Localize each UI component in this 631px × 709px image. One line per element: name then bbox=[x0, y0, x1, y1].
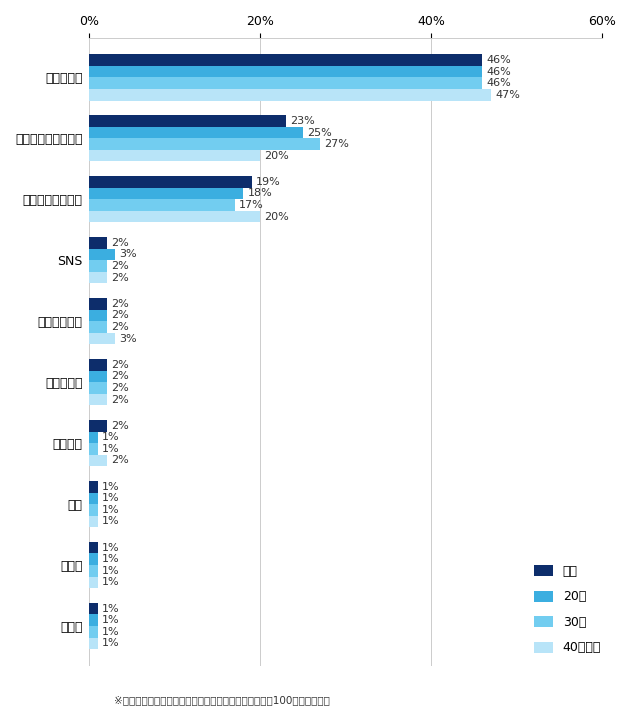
Text: 1%: 1% bbox=[102, 577, 120, 588]
Bar bbox=[90, 493, 98, 504]
Bar bbox=[90, 188, 243, 199]
Text: 19%: 19% bbox=[256, 177, 281, 187]
Text: 1%: 1% bbox=[102, 542, 120, 553]
Bar bbox=[90, 637, 98, 649]
Bar bbox=[90, 554, 98, 565]
Text: 2%: 2% bbox=[111, 238, 129, 248]
Text: 1%: 1% bbox=[102, 638, 120, 649]
Text: 18%: 18% bbox=[247, 189, 272, 199]
Text: 1%: 1% bbox=[102, 493, 120, 503]
Bar bbox=[90, 515, 98, 527]
Text: 2%: 2% bbox=[111, 322, 129, 332]
Bar bbox=[90, 89, 491, 101]
Text: 27%: 27% bbox=[324, 139, 350, 149]
Bar bbox=[90, 359, 107, 371]
Bar bbox=[90, 298, 107, 310]
Bar bbox=[90, 371, 107, 382]
Bar bbox=[90, 626, 98, 637]
Bar bbox=[90, 310, 107, 321]
Bar bbox=[90, 576, 98, 588]
Bar bbox=[90, 504, 98, 515]
Text: 2%: 2% bbox=[111, 261, 129, 271]
Bar bbox=[90, 432, 98, 443]
Text: ※小数点以下を四捨五入しているため、必ずしも合計が100にならない。: ※小数点以下を四捨五入しているため、必ずしも合計が100にならない。 bbox=[114, 696, 329, 705]
Text: 20%: 20% bbox=[264, 212, 290, 222]
Text: 25%: 25% bbox=[307, 128, 332, 138]
Text: 46%: 46% bbox=[487, 55, 512, 65]
Text: 1%: 1% bbox=[102, 516, 120, 527]
Text: 3%: 3% bbox=[119, 333, 137, 344]
Bar bbox=[90, 260, 107, 272]
Bar bbox=[90, 420, 107, 432]
Text: 1%: 1% bbox=[102, 444, 120, 454]
Text: 2%: 2% bbox=[111, 359, 129, 370]
Bar bbox=[90, 237, 107, 249]
Bar bbox=[90, 211, 261, 223]
Bar bbox=[90, 66, 483, 77]
Bar bbox=[90, 127, 303, 138]
Text: 2%: 2% bbox=[111, 455, 129, 466]
Bar bbox=[90, 272, 107, 284]
Bar bbox=[90, 615, 98, 626]
Text: 2%: 2% bbox=[111, 394, 129, 405]
Text: 17%: 17% bbox=[239, 200, 264, 210]
Text: 1%: 1% bbox=[102, 615, 120, 625]
Bar bbox=[90, 77, 483, 89]
Text: 2%: 2% bbox=[111, 372, 129, 381]
Text: 1%: 1% bbox=[102, 627, 120, 637]
Legend: 全体, 20代, 30代, 40代以上: 全体, 20代, 30代, 40代以上 bbox=[529, 560, 606, 659]
Bar bbox=[90, 150, 261, 162]
Text: 3%: 3% bbox=[119, 250, 137, 259]
Bar bbox=[90, 393, 107, 406]
Bar bbox=[90, 199, 235, 211]
Text: 1%: 1% bbox=[102, 554, 120, 564]
Text: 1%: 1% bbox=[102, 566, 120, 576]
Text: 2%: 2% bbox=[111, 298, 129, 309]
Text: 2%: 2% bbox=[111, 273, 129, 283]
Bar bbox=[90, 321, 107, 333]
Text: 2%: 2% bbox=[111, 420, 129, 431]
Text: 46%: 46% bbox=[487, 67, 512, 77]
Text: 23%: 23% bbox=[290, 116, 315, 126]
Bar bbox=[90, 115, 286, 127]
Text: 1%: 1% bbox=[102, 505, 120, 515]
Text: 1%: 1% bbox=[102, 432, 120, 442]
Bar bbox=[90, 333, 115, 345]
Text: 46%: 46% bbox=[487, 78, 512, 88]
Bar bbox=[90, 565, 98, 576]
Text: 2%: 2% bbox=[111, 383, 129, 393]
Text: 1%: 1% bbox=[102, 481, 120, 492]
Text: 2%: 2% bbox=[111, 311, 129, 320]
Bar bbox=[90, 454, 107, 467]
Bar bbox=[90, 443, 98, 454]
Bar bbox=[90, 481, 98, 493]
Text: 47%: 47% bbox=[495, 90, 520, 100]
Bar bbox=[90, 382, 107, 393]
Bar bbox=[90, 176, 252, 188]
Bar bbox=[90, 603, 98, 615]
Bar bbox=[90, 249, 115, 260]
Text: 20%: 20% bbox=[264, 151, 290, 161]
Bar bbox=[90, 54, 483, 66]
Bar bbox=[90, 542, 98, 554]
Text: 1%: 1% bbox=[102, 603, 120, 614]
Bar bbox=[90, 138, 320, 150]
